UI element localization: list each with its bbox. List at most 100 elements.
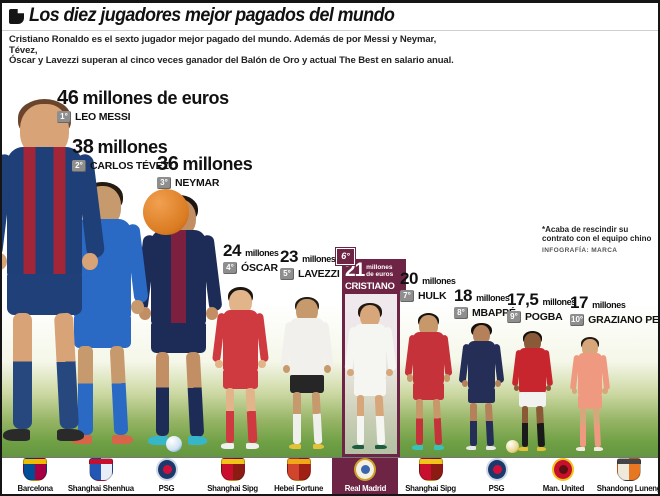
player-boot-left bbox=[148, 436, 169, 445]
club-logo-barcelona-icon bbox=[23, 458, 47, 481]
player-leg-left bbox=[225, 388, 235, 444]
salary-unit: millones bbox=[422, 276, 456, 286]
player-jersey bbox=[290, 318, 324, 376]
player-hand-left bbox=[347, 368, 354, 377]
player-figure-cristiano bbox=[344, 303, 396, 456]
player-jersey bbox=[413, 332, 444, 384]
player-leg-right bbox=[110, 346, 129, 436]
rank-badge: 4° bbox=[223, 262, 237, 274]
club-logo-man-united-icon bbox=[552, 458, 574, 481]
rank-badge: 5° bbox=[280, 268, 294, 280]
player-figure-scar bbox=[211, 287, 270, 456]
player-boot-left bbox=[576, 447, 586, 451]
player-name: LEO MESSI bbox=[75, 111, 131, 123]
player-shorts bbox=[222, 369, 259, 390]
player-hand-left bbox=[513, 384, 520, 391]
player-leg-right bbox=[311, 392, 323, 445]
player-figure-lavezzi bbox=[280, 297, 334, 456]
player-name: NEYMAR bbox=[175, 177, 220, 189]
player-figure-hulk bbox=[404, 313, 453, 456]
salary-unit: millones de euros bbox=[82, 88, 230, 108]
player-boot-right bbox=[246, 443, 260, 449]
salary-amount: 46 bbox=[57, 87, 79, 109]
salary-amount: 24 bbox=[223, 241, 242, 260]
player-leg-right bbox=[432, 398, 443, 446]
salary-label-scar: 24 millones 4° ÓSCAR bbox=[223, 241, 279, 274]
salary-amount: 36 bbox=[157, 153, 179, 175]
salary-amount: 17,5 bbox=[507, 290, 539, 309]
intro-line-2: Óscar y Lavezzi superan al cinco veces g… bbox=[9, 55, 454, 66]
player-boot-right bbox=[433, 445, 445, 450]
club-cell-shanghai-sipg: Shanghai Sipg bbox=[398, 458, 464, 495]
player-leg-right bbox=[374, 394, 385, 445]
salary-unit: millones bbox=[476, 293, 510, 303]
club-name: Man. United bbox=[542, 483, 584, 493]
player-shorts bbox=[467, 388, 496, 404]
player-boot-left bbox=[466, 446, 477, 451]
player-boot-left bbox=[518, 446, 528, 451]
player-boot-right bbox=[536, 446, 547, 451]
player-leg-right bbox=[485, 402, 495, 447]
cristiano-header: 21 millones de euros CRISTIANO bbox=[342, 259, 406, 294]
club-logo-center bbox=[558, 465, 568, 474]
salary-label-carlos-t-vez: 38 millones 2° CARLOS TÉVEZ* bbox=[72, 136, 173, 172]
player-head bbox=[296, 299, 318, 324]
player-head bbox=[472, 324, 491, 346]
salary-amount: 17 bbox=[570, 293, 589, 312]
player-head bbox=[359, 305, 381, 329]
rank-badge: 1° bbox=[57, 111, 71, 123]
rank-badge: 9° bbox=[507, 311, 521, 323]
ball-icon bbox=[506, 440, 519, 453]
club-cell-psg: PSG bbox=[464, 458, 530, 495]
player-boot-left bbox=[288, 444, 301, 450]
club-logo-psg-icon bbox=[156, 458, 178, 481]
club-cell-shanghai-sipg: Shanghai Sipg bbox=[200, 458, 266, 495]
player-head bbox=[229, 289, 252, 316]
club-name: Shanghai Sipg bbox=[405, 483, 457, 493]
rank-badge: 8° bbox=[454, 307, 468, 319]
salary-label-pogba: 17,5 millones 9° POGBA bbox=[507, 290, 576, 323]
salary-unit: millones bbox=[245, 248, 279, 258]
club-logo-hebei-fortune-icon bbox=[287, 458, 311, 481]
player-boot-right bbox=[56, 429, 84, 441]
club-logo-real-madrid-icon bbox=[354, 458, 376, 481]
rank-badge: 3° bbox=[157, 177, 171, 189]
club-name: PSG bbox=[159, 483, 175, 493]
player-boot-right bbox=[187, 436, 208, 445]
club-logo-shanghai-sipg-icon bbox=[221, 458, 245, 481]
player-head bbox=[581, 338, 599, 357]
player-leg-right bbox=[535, 405, 545, 447]
salary-amount: 23 bbox=[280, 247, 299, 266]
salary-amount: 20 bbox=[400, 269, 419, 288]
player-leg-right bbox=[593, 408, 602, 448]
player-shorts bbox=[577, 395, 603, 409]
player-jersey bbox=[467, 340, 496, 389]
salary-label-neymar: 36 millones 3° NEYMAR bbox=[157, 153, 253, 189]
club-name: Shandong Luneng bbox=[596, 483, 660, 493]
player-boot-right bbox=[312, 444, 325, 450]
club-name: Hebei Fortune bbox=[274, 483, 324, 493]
salary-unit: millones bbox=[97, 137, 168, 157]
player-hand-right bbox=[205, 307, 218, 321]
salary-label-lavezzi: 23 millones 5° LAVEZZI bbox=[280, 247, 340, 280]
footnote-text: *Acaba de rescindir su contrato con el e… bbox=[542, 225, 652, 243]
salary-amount: 38 bbox=[72, 136, 94, 158]
player-leg-left bbox=[521, 406, 528, 447]
player-name: CARLOS TÉVEZ* bbox=[90, 160, 173, 172]
player-jersey bbox=[519, 347, 546, 393]
club-logo-center bbox=[492, 465, 502, 474]
club-cell-psg: PSG bbox=[134, 458, 200, 495]
player-boot-right bbox=[594, 447, 604, 451]
player-boot-right bbox=[112, 435, 133, 445]
player-leg-left bbox=[579, 408, 586, 448]
rank-badge-cristiano: 6° bbox=[336, 248, 355, 265]
salary-label-leo-messi: 46 millones de euros 1° LEO MESSI bbox=[57, 87, 229, 123]
player-hand-left bbox=[407, 374, 414, 382]
player-hand-right bbox=[495, 380, 502, 387]
player-hand-right bbox=[602, 388, 608, 395]
salary-unit: millones bbox=[302, 254, 336, 264]
player-jersey bbox=[151, 230, 206, 325]
player-leg-right bbox=[54, 312, 79, 430]
player-head bbox=[418, 315, 439, 337]
player-name: MBAPPÉ bbox=[472, 307, 516, 319]
